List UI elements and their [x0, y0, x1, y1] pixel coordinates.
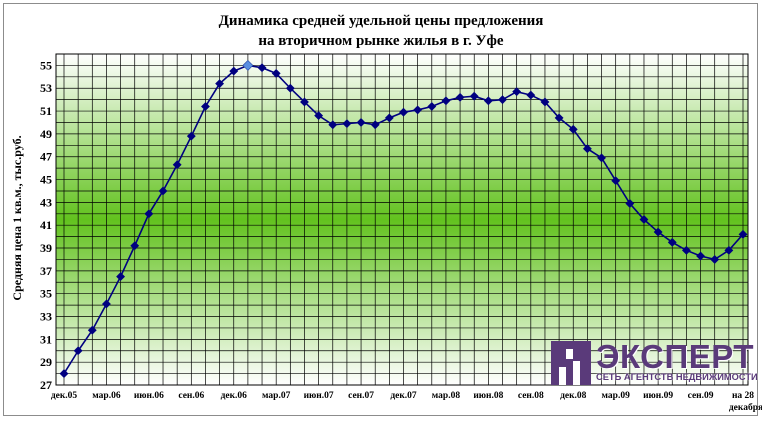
y-tick-label: 45 [40, 173, 52, 187]
data-point [512, 87, 522, 97]
y-tick-label: 33 [40, 310, 52, 324]
x-tick-label: мар.09 [602, 391, 631, 401]
data-point [370, 120, 380, 130]
x-tick-label: дек.05 [51, 391, 78, 401]
y-tick-label: 43 [40, 195, 52, 209]
data-point [116, 272, 126, 281]
data-point [328, 120, 338, 130]
x-tick-label: июн.08 [473, 391, 503, 401]
data-point [399, 107, 408, 117]
data-point [172, 160, 182, 170]
y-tick-label: 27 [40, 378, 52, 392]
data-point [582, 144, 592, 154]
y-axis-ticks: 27 29 31 33 35 37 39 41 43 45 47 49 51 53 55 [40, 58, 52, 392]
data-point [667, 237, 677, 247]
data-point [242, 59, 254, 71]
chart-frame [3, 3, 758, 416]
data-point [59, 369, 69, 379]
y-tick-label: 37 [40, 264, 52, 278]
plot-area [55, 53, 749, 386]
house-logo-icon [551, 341, 591, 385]
data-point [87, 325, 97, 335]
data-point [498, 95, 507, 105]
y-tick-label: 55 [40, 58, 52, 72]
chart-title-line-1: Динамика средней удельной цены предложен… [219, 13, 544, 29]
data-point [257, 63, 267, 73]
data-point [469, 91, 479, 101]
data-point [738, 229, 748, 239]
x-tick-label: сен.07 [348, 391, 374, 401]
data-point [201, 102, 210, 111]
x-tick-label: сен.09 [688, 391, 714, 401]
data-point [724, 245, 734, 255]
data-point [526, 90, 536, 100]
gridlines [56, 53, 748, 386]
data-point [285, 83, 295, 93]
y-tick-label: 53 [40, 81, 52, 95]
y-axis-label: Средняя цена 1 кв.м., тыс.руб. [10, 135, 24, 300]
data-point [639, 215, 649, 224]
x-tick-label: июн.06 [134, 391, 164, 401]
x-tick-label: мар.06 [92, 391, 121, 401]
data-point [568, 124, 578, 134]
data-point [300, 97, 309, 107]
y-tick-label: 47 [40, 150, 52, 164]
expert-logo: ЭКСПЕРТ СЕТЬ АГЕНТСТВ НЕДВИЖИМОСТИ [551, 338, 758, 386]
y-tick-label: 35 [40, 287, 52, 301]
data-point [441, 96, 451, 106]
data-point [653, 227, 663, 237]
x-tick-label: июн.07 [304, 391, 334, 401]
data-point [158, 186, 168, 196]
data-point [342, 119, 352, 129]
data-point [144, 209, 154, 219]
data-point [186, 131, 196, 141]
logo-wordmark: ЭКСПЕРТ [596, 338, 754, 375]
y-tick-label: 51 [40, 104, 52, 118]
chart-title-line-2: на вторичном рынке жилья в г. Уфе [258, 33, 504, 49]
x-tick-label: дек.06 [221, 391, 248, 401]
data-point [427, 102, 437, 111]
data-point [625, 199, 635, 208]
data-point [356, 118, 366, 127]
data-point [229, 66, 239, 76]
x-tick-label: сен.06 [178, 391, 204, 401]
x-tick-label: дек.08 [560, 391, 587, 401]
data-point [696, 251, 705, 261]
data-point [710, 255, 720, 264]
y-tick-label: 49 [40, 127, 52, 141]
data-point [483, 96, 493, 106]
data-point [102, 299, 111, 309]
y-tick-label: 41 [40, 218, 52, 232]
data-point [540, 97, 550, 107]
data-point [681, 245, 691, 255]
x-tick-label: сен.08 [518, 391, 544, 401]
data-point [314, 111, 324, 121]
x-axis-ticks: дек.05 мар.06 июн.06 сен.06 дек.06 мар.07 июн.… [51, 391, 762, 413]
data-point [455, 92, 465, 102]
data-point [271, 68, 281, 78]
data-point [611, 176, 621, 186]
y-tick-label: 29 [40, 355, 52, 369]
y-tick-label: 31 [40, 332, 52, 346]
logo-tagline: СЕТЬ АГЕНТСТВ НЕДВИЖИМОСТИ [596, 372, 758, 382]
data-point [413, 105, 423, 115]
data-point [73, 346, 83, 356]
y-tick-label: 39 [40, 241, 52, 255]
x-tick-label: дек.07 [390, 391, 417, 401]
data-point [130, 241, 140, 251]
x-tick-label: мар.08 [432, 391, 461, 401]
x-tick-label: мар.07 [262, 391, 291, 401]
data-point [554, 113, 564, 123]
data-point [597, 153, 606, 163]
x-tick-label: июн.09 [643, 391, 673, 401]
data-point [215, 79, 225, 89]
data-point [384, 113, 394, 123]
x-tick-label: на 28 декабря [729, 391, 762, 413]
price-series [59, 59, 748, 379]
